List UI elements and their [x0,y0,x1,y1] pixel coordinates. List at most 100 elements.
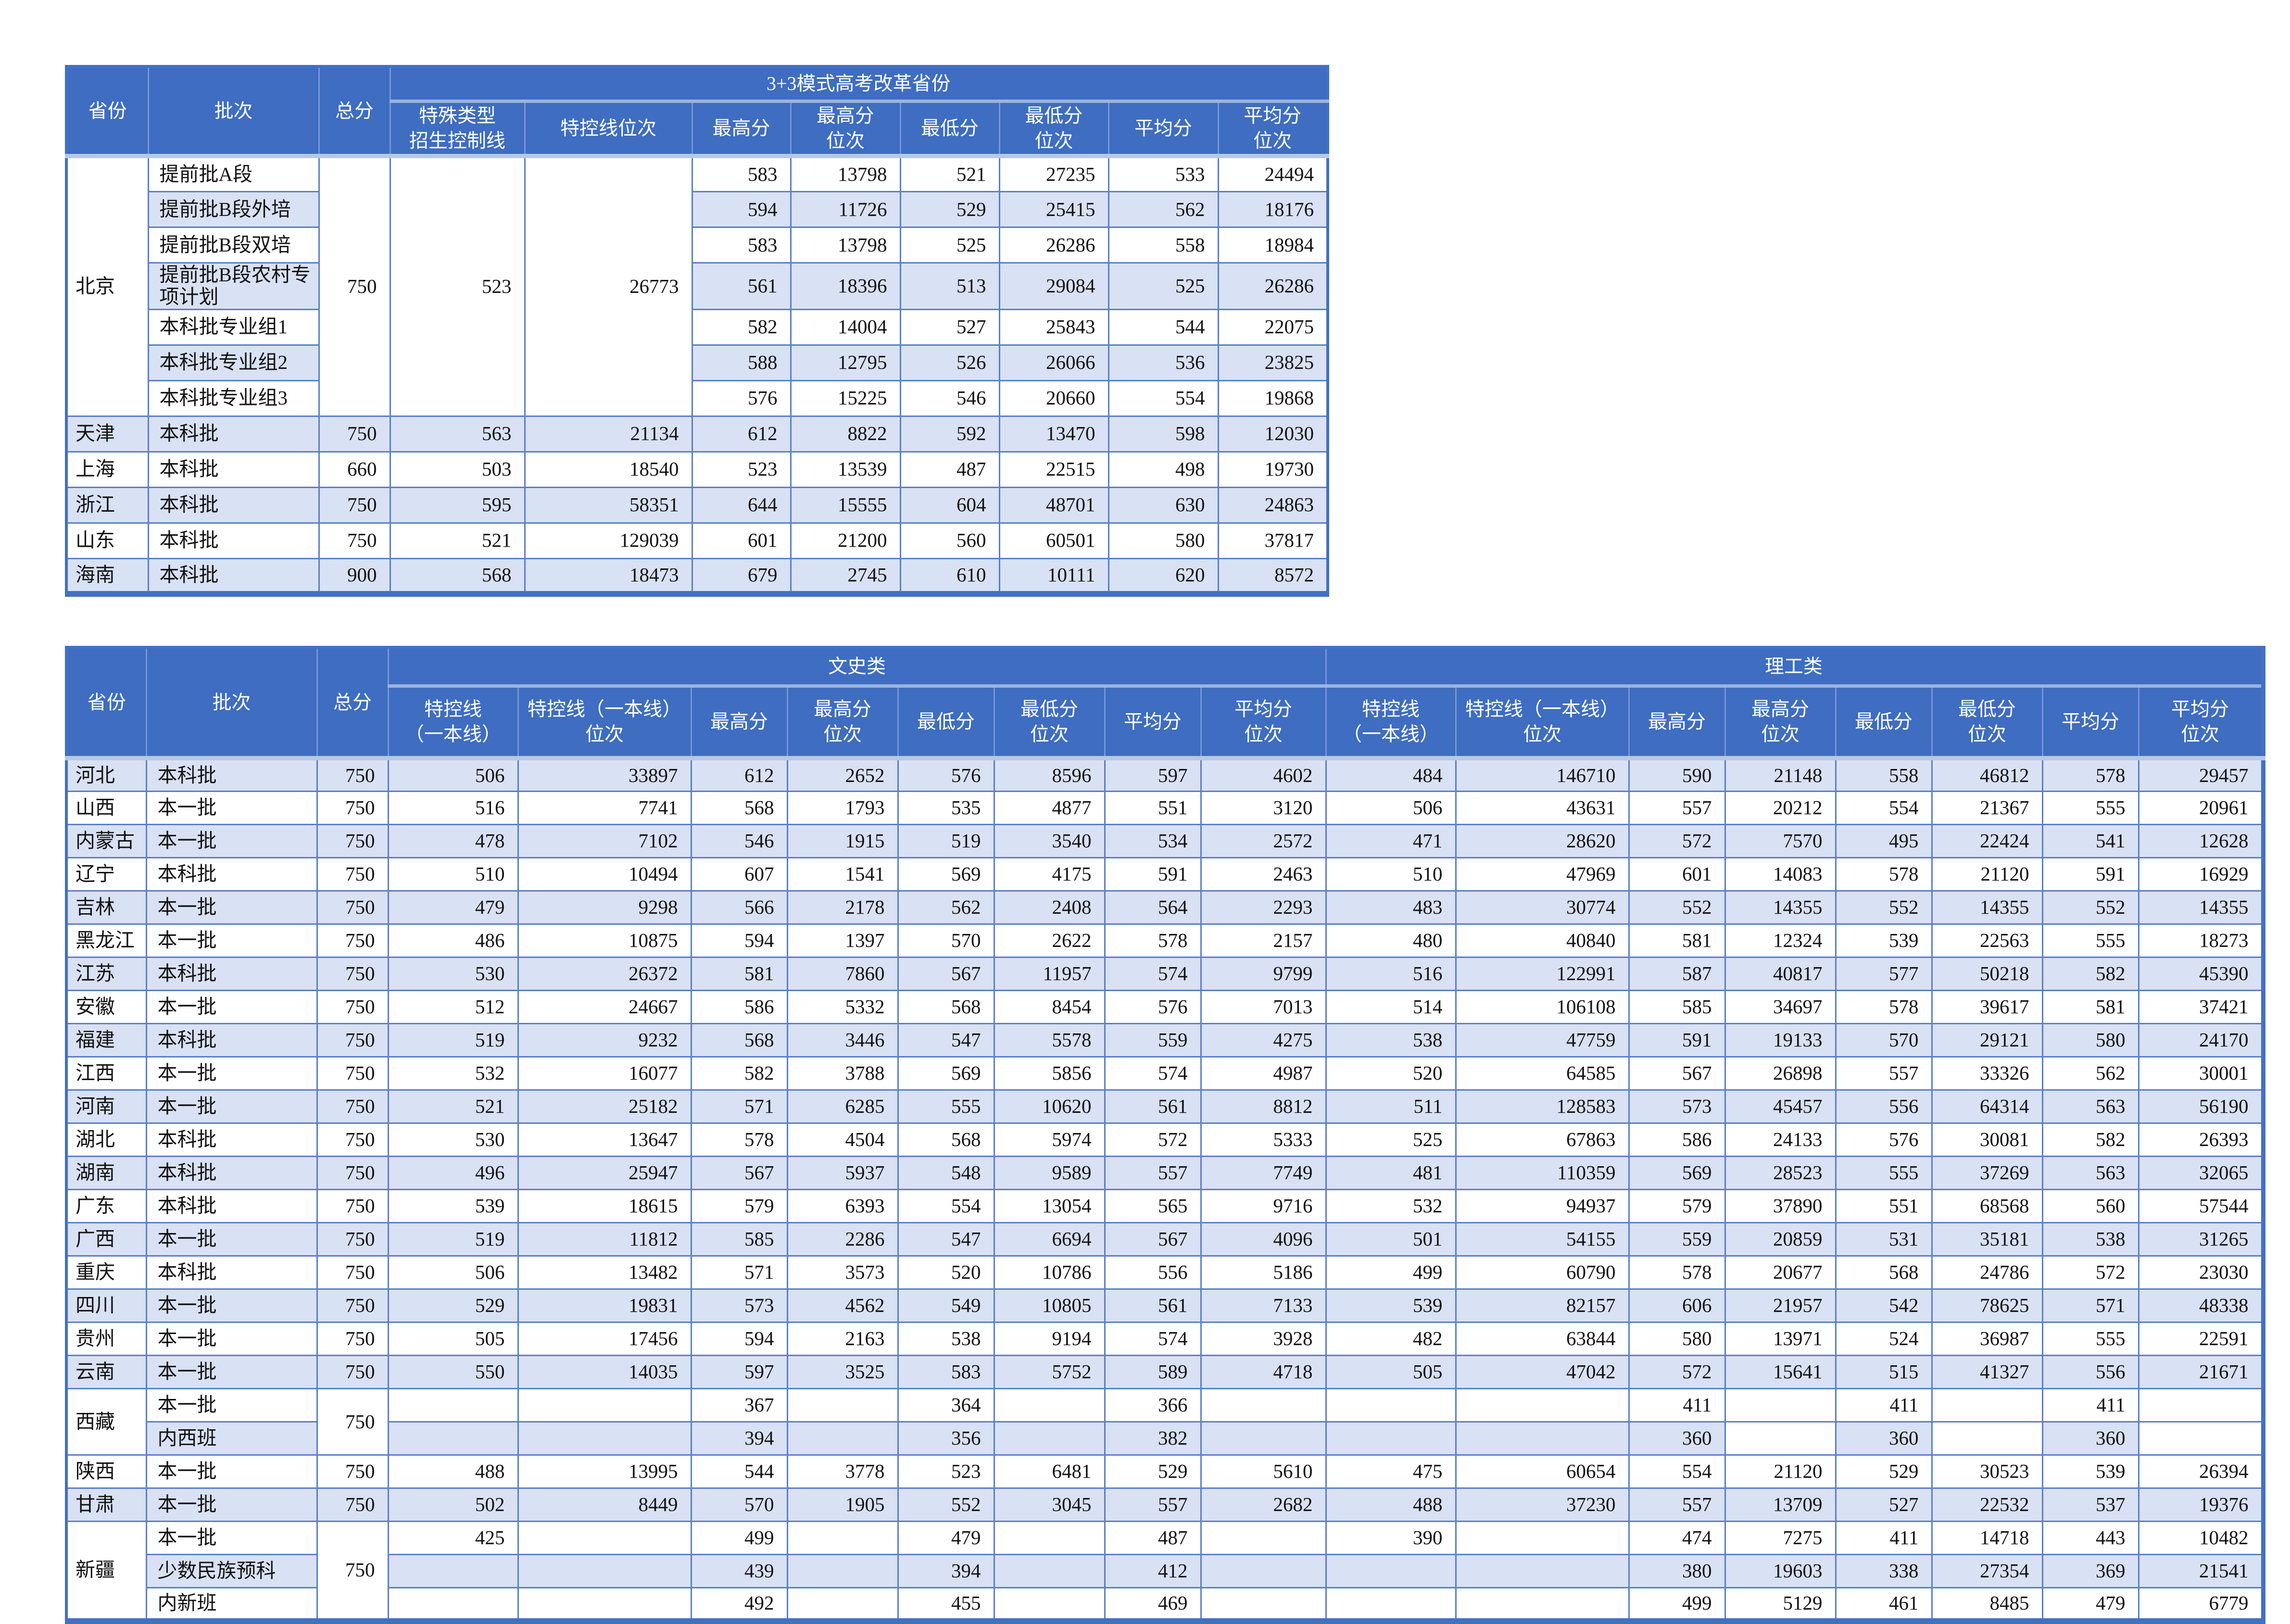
li-score-cell: 567 [1628,1056,1726,1091]
col-header-avg: 平均分 [1107,101,1219,157]
province-cell: 新疆 [65,1521,147,1622]
batch-cell: 本一批 [145,824,318,858]
li-score-cell: 582 [2041,957,2139,991]
wen-score-cell [786,1388,899,1423]
li-score-cell: 510 [1325,857,1457,892]
score-cell: 14004 [790,308,901,346]
group-header-science: 理工类 [1325,646,2264,688]
li-score-cell: 488 [1325,1487,1457,1522]
score-cell: 23825 [1217,344,1329,381]
wen-score-cell: 7749 [1200,1156,1327,1190]
wen-score-cell: 366 [1104,1388,1202,1423]
province-cell: 山西 [65,791,147,825]
li-score-cell: 14355 [1931,890,2043,925]
wen-score-cell: 8454 [993,990,1106,1024]
table-row: 吉林 本一批 750 479 9298 566 2178 562 2408 564 2293 483 3… [65,890,2264,925]
total-score-cell: 900 [318,557,391,595]
li-score-cell: 30523 [1931,1454,2043,1489]
wen-score-cell: 546 [690,824,788,858]
wen-score-cell: 24667 [517,990,692,1024]
li-score-cell: 516 [1325,957,1457,991]
li-score-cell: 555 [2041,1322,2139,1356]
li-score-cell: 47759 [1455,1023,1630,1057]
wen-score-cell: 607 [690,857,788,892]
score-cell: 644 [691,486,792,524]
province-cell: 山东 [65,522,149,559]
wen-score-cell: 2463 [1200,857,1327,892]
score-cell: 498 [1107,451,1219,488]
wen-score-cell: 4718 [1200,1355,1327,1389]
table-row: 河北 本科批 750 506 33897 612 2652 576 8596 597 4602 484… [65,757,2264,792]
wen-score-cell: 568 [897,990,995,1024]
province-cell: 湖南 [65,1156,147,1190]
li-score-cell: 5129 [1724,1587,1837,1622]
table-row: 本科批专业组3 576 15225 546 20660 554 19868 [66,379,1329,417]
wen-score-cell: 570 [690,1487,788,1522]
li-score-cell: 586 [1628,1122,1726,1157]
table-row: 天津 本科批 750 563 21134 612 8822 592 13470 598 12030 [65,415,1329,453]
wen-score-cell: 8449 [517,1487,692,1522]
wen-score-cell: 492 [690,1587,788,1622]
total-score-cell: 750 [316,1355,389,1389]
li-score-cell: 12628 [2138,824,2264,858]
special-rank-cell: 26773 [524,155,693,417]
col-header-wen-max: 最高分 [690,685,788,759]
score-cell: 592 [899,415,1000,453]
table-row: 湖北 本科批 750 530 13647 578 4504 568 5974 572 5333 525… [65,1122,2264,1157]
wen-score-cell: 3525 [786,1355,899,1389]
wen-score-cell: 2682 [1200,1487,1327,1522]
wen-score-cell [1200,1587,1327,1622]
province-cell: 西藏 [65,1388,147,1456]
score-cell: 487 [899,451,1000,488]
wen-score-cell: 568 [690,1023,788,1057]
table-row: 福建 本科批 750 519 9232 568 3446 547 5578 559 4275 538 4… [65,1023,2264,1057]
li-score-cell: 30001 [2138,1056,2264,1091]
wen-score-cell: 2622 [993,923,1106,958]
total-score-cell: 750 [316,1521,389,1622]
li-score-cell: 22424 [1931,824,2043,858]
score-cell: 529 [899,191,1000,228]
li-score-cell: 22563 [1931,923,2043,958]
col-header-batch: 批次 [145,646,318,759]
score-cell: 25843 [998,308,1109,346]
score-cell: 26066 [998,344,1109,381]
wen-score-cell: 612 [690,757,788,792]
col-header-li-min: 最低分 [1835,685,1933,759]
li-score-cell: 41327 [1931,1355,2043,1389]
wen-score-cell: 562 [897,890,995,925]
li-score-cell: 539 [1325,1288,1457,1323]
wen-score-cell: 561 [1104,1089,1202,1124]
wen-score-cell: 25947 [517,1156,692,1190]
table-row: 新疆 本一批 750 425 499 479 487 390 474 7275 411 14718 44… [65,1521,2264,1622]
total-score-cell: 750 [316,1189,389,1223]
wen-score-cell: 576 [897,757,995,792]
group-header-33-reform: 3+3模式高考改革省份 [389,65,1329,103]
wen-score-cell [786,1554,899,1588]
li-score-cell: 30081 [1931,1122,2043,1157]
wen-score-cell: 551 [1104,791,1202,825]
batch-cell: 提前批B段外培 [147,191,320,228]
li-score-cell [1325,1421,1457,1456]
score-cell: 523 [691,451,792,488]
wen-score-cell: 2163 [786,1322,899,1356]
li-score-cell: 57544 [2138,1189,2264,1223]
wen-score-cell: 9799 [1200,957,1327,991]
col-header-special-rank: 特控线位次 [524,101,693,157]
li-score-cell: 580 [2041,1023,2139,1057]
wen-score-cell: 544 [690,1454,788,1489]
li-score-cell: 15641 [1724,1355,1837,1389]
li-score-cell: 471 [1325,824,1457,858]
li-score-cell: 26394 [2138,1454,2264,1489]
li-score-cell: 54155 [1455,1222,1630,1257]
li-score-cell [2138,1388,2264,1423]
wen-score-cell: 1541 [786,857,899,892]
batch-cell: 本科批 [145,1156,318,1190]
wen-score-cell: 538 [897,1322,995,1356]
li-score-cell: 13709 [1724,1487,1837,1522]
li-score-cell: 501 [1325,1222,1457,1257]
table-row: 湖南 本科批 750 496 25947 567 5937 548 9589 557 7749 481… [65,1156,2264,1190]
wen-score-cell: 597 [690,1355,788,1389]
li-score-cell: 39617 [1931,990,2043,1024]
score-cell: 598 [1107,415,1219,453]
wen-score-cell: 8812 [1200,1089,1327,1124]
